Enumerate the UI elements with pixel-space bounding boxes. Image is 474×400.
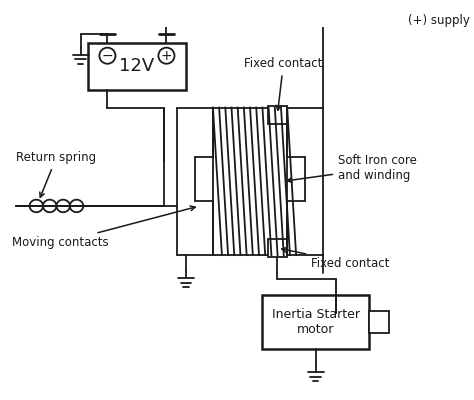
Text: 12V: 12V xyxy=(119,58,155,76)
Circle shape xyxy=(158,48,174,64)
Text: Soft Iron core
and winding: Soft Iron core and winding xyxy=(287,154,417,182)
Bar xyxy=(88,43,186,90)
Text: +: + xyxy=(161,49,172,63)
Bar xyxy=(262,295,369,349)
Bar xyxy=(369,312,389,333)
Text: Return spring: Return spring xyxy=(16,151,96,197)
Text: Moving contacts: Moving contacts xyxy=(12,206,195,249)
Text: Inertia Starter
motor: Inertia Starter motor xyxy=(272,308,360,336)
Circle shape xyxy=(100,48,116,64)
Text: Fixed contact: Fixed contact xyxy=(244,57,323,110)
Text: (+) supply: (+) supply xyxy=(408,14,470,27)
Text: −: − xyxy=(101,49,113,63)
Bar xyxy=(213,108,287,255)
Bar xyxy=(267,106,287,124)
Text: Ignition switch: Ignition switch xyxy=(0,399,1,400)
Bar xyxy=(267,239,287,257)
Text: Fixed contact: Fixed contact xyxy=(282,248,390,270)
